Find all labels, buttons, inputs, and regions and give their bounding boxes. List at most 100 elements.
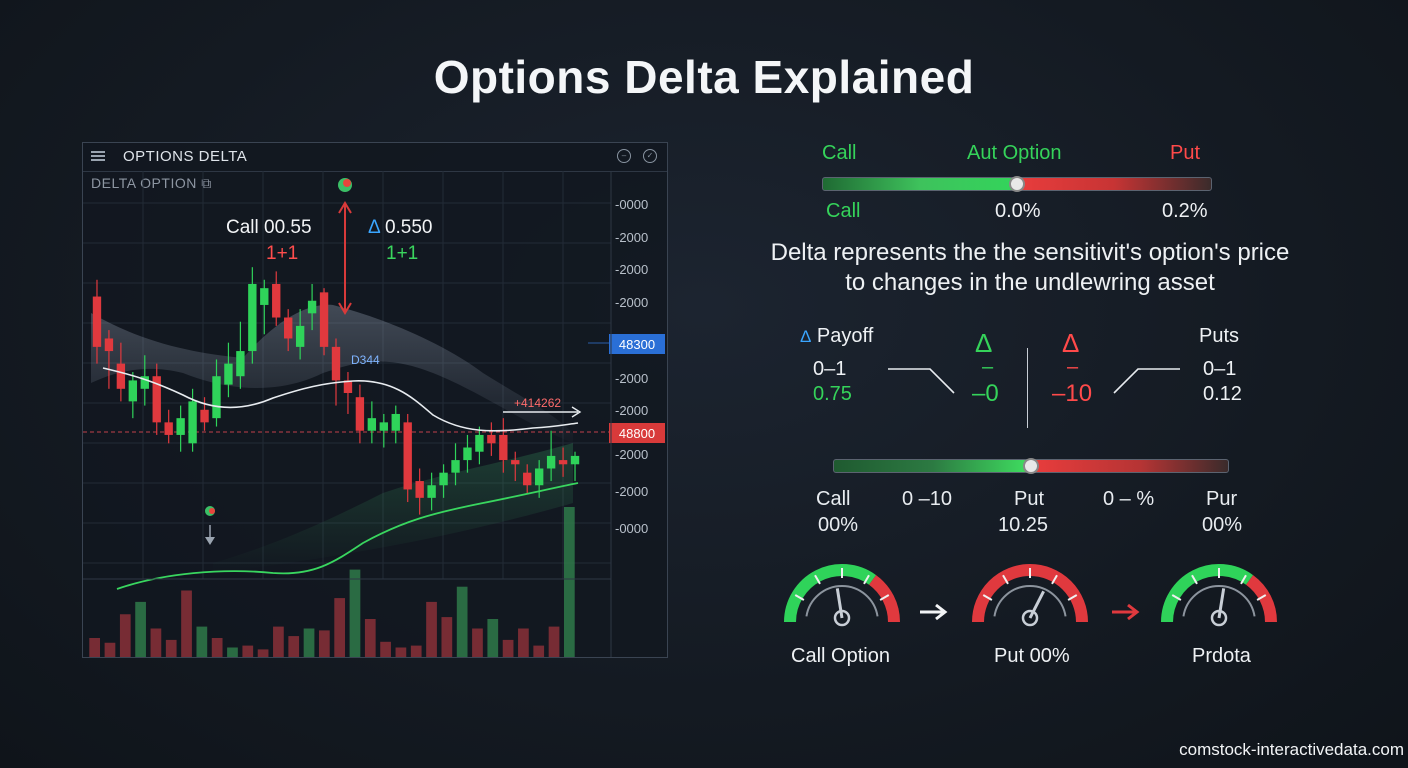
- candle-body: [355, 397, 365, 431]
- indicator-dot-icon: [338, 178, 352, 192]
- green-delta-icon: Δ: [975, 328, 993, 358]
- y-tick-label: -0000: [615, 197, 648, 212]
- bottom-label-1-top: 0 –10: [902, 488, 953, 510]
- price-tag: [609, 334, 665, 354]
- gauge-arc: [1245, 575, 1277, 623]
- y-axis: -0000 -2000 -2000 -2000 -2000 -2000 -2000 -2000…: [615, 197, 648, 536]
- y-tick-label: -2000: [615, 447, 648, 462]
- candle-body: [248, 283, 257, 352]
- panel-title: OPTIONS DELTA: [123, 148, 248, 165]
- gauge-tick: [794, 594, 805, 601]
- volume-bar: [563, 507, 575, 657]
- delta-curve: [102, 367, 579, 432]
- y-tick-label: -2000: [615, 230, 648, 245]
- red-delta-mid: –: [1067, 356, 1079, 378]
- volume-bar: [89, 638, 101, 657]
- top-left-label: Call: [826, 200, 861, 222]
- volume-bar: [211, 638, 223, 657]
- volume-bar: [242, 645, 254, 657]
- candle-body: [152, 376, 161, 423]
- delta-icon: Δ: [368, 217, 380, 238]
- volume-bar: [303, 628, 315, 657]
- candle-body: [427, 485, 436, 498]
- y-tick-label: -2000: [615, 262, 648, 277]
- call-annotation: Call 00.55: [226, 217, 312, 238]
- gauge-inner-arc: [805, 585, 879, 617]
- call-gauge: [784, 564, 900, 627]
- volume-bar: [334, 598, 346, 657]
- gauge-arc: [784, 564, 877, 623]
- external-icon[interactable]: ⧉: [201, 175, 212, 191]
- top-header-right: Put: [1170, 142, 1201, 164]
- volume-bar: [364, 619, 376, 657]
- candle-body: [140, 376, 149, 389]
- volume-bar: [135, 601, 146, 657]
- volume-bar: [288, 636, 300, 657]
- arrow-right-icon: [920, 603, 948, 621]
- volume-bar: [472, 628, 483, 657]
- payoff-right-curve: [1113, 368, 1180, 394]
- volume-bar: [518, 628, 529, 657]
- settings-icon[interactable]: ✓: [643, 149, 657, 163]
- price-tag-label: 48800: [619, 426, 655, 441]
- gauge-tick: [1067, 594, 1078, 601]
- price-tag: [609, 423, 665, 443]
- candle-body: [415, 481, 424, 498]
- candle-body: [224, 363, 233, 385]
- payoff-divider: [1027, 348, 1028, 428]
- candle-body: [116, 363, 126, 389]
- delta-sub-annotation: 1+1: [386, 243, 419, 264]
- gauge-tick: [1256, 594, 1267, 601]
- candle-body: [546, 455, 556, 469]
- candle-body: [475, 434, 484, 452]
- volume-bar: [548, 626, 560, 657]
- top-slider-knob[interactable]: [1009, 176, 1025, 192]
- gauge-hub: [1021, 609, 1039, 627]
- volume-bar: [181, 590, 192, 657]
- payoff-left-line1: 0–1: [813, 358, 847, 380]
- candle-body: [379, 422, 388, 431]
- candle-body: [272, 283, 281, 318]
- candle-body: [284, 317, 293, 339]
- candle-body: [391, 413, 400, 431]
- candle-body: [523, 472, 532, 486]
- candle-body: [451, 460, 460, 473]
- volume-bar: [395, 647, 407, 657]
- arrow-right-red-icon: [1112, 603, 1140, 621]
- candle-body: [367, 418, 377, 431]
- bottom-slider-knob[interactable]: [1023, 458, 1039, 474]
- candlestick-chart: -0000 -2000 -2000 -2000 -2000 -2000 -2000 -2000…: [83, 171, 665, 657]
- panel-header: OPTIONS DELTA – ✓: [83, 143, 667, 172]
- arrow-head-icon: [571, 406, 582, 418]
- menu-icon[interactable]: [91, 149, 105, 161]
- gauge-label-2: Prdota: [1192, 645, 1251, 667]
- volume-bar: [456, 586, 468, 657]
- candle-body: [307, 300, 317, 314]
- candle-body: [403, 422, 412, 490]
- green-shaded-band: [213, 443, 573, 573]
- gauge-needle: [1217, 588, 1226, 619]
- candle-body: [570, 455, 580, 465]
- put-gauge: [972, 564, 1088, 627]
- payoff-left-curve: [888, 368, 955, 394]
- gauge-needle: [835, 588, 844, 619]
- candle-body: [92, 296, 102, 347]
- candle-body: [558, 460, 568, 465]
- chart-panel: OPTIONS DELTA – ✓ DELTA OPTION ⧉: [82, 142, 668, 658]
- price-tags: 48300 48800: [609, 334, 665, 443]
- gauge-tick: [814, 574, 821, 585]
- arrow-down-icon: [338, 302, 352, 315]
- green-delta-mid: –: [982, 356, 994, 378]
- bottom-label-2-top: Put: [1014, 488, 1045, 510]
- payoff-right-title: Puts: [1199, 325, 1240, 347]
- gauge-needle: [1028, 590, 1045, 619]
- volume-bar: [227, 647, 238, 657]
- top-right-label: 0.2%: [1162, 200, 1208, 222]
- arrow-up-icon: [338, 201, 352, 214]
- minimize-icon[interactable]: –: [617, 149, 631, 163]
- gauge-tick: [1191, 574, 1198, 585]
- delta-annotation-text: 0.550: [384, 217, 433, 238]
- volume-bar: [487, 619, 499, 657]
- candle-body: [343, 380, 353, 393]
- volume-bar: [349, 569, 361, 657]
